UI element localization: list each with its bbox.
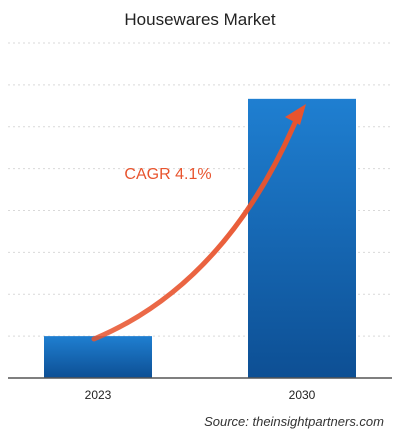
x-tick-label: 2030 xyxy=(289,388,316,402)
growth-arrow-line xyxy=(91,115,300,342)
source-note: Source: theinsightpartners.com xyxy=(204,414,384,429)
x-axis: 2023 2030 xyxy=(8,377,392,402)
bar-2030 xyxy=(248,98,356,378)
x-tick-label: 2023 xyxy=(85,388,112,402)
growth-arrow-head xyxy=(285,104,306,125)
chart-title: Housewares Market xyxy=(124,10,276,29)
bar-2023 xyxy=(44,336,152,378)
bars xyxy=(44,98,356,378)
cagr-annotation: CAGR 4.1% xyxy=(124,166,211,183)
growth-arrow xyxy=(91,104,306,342)
